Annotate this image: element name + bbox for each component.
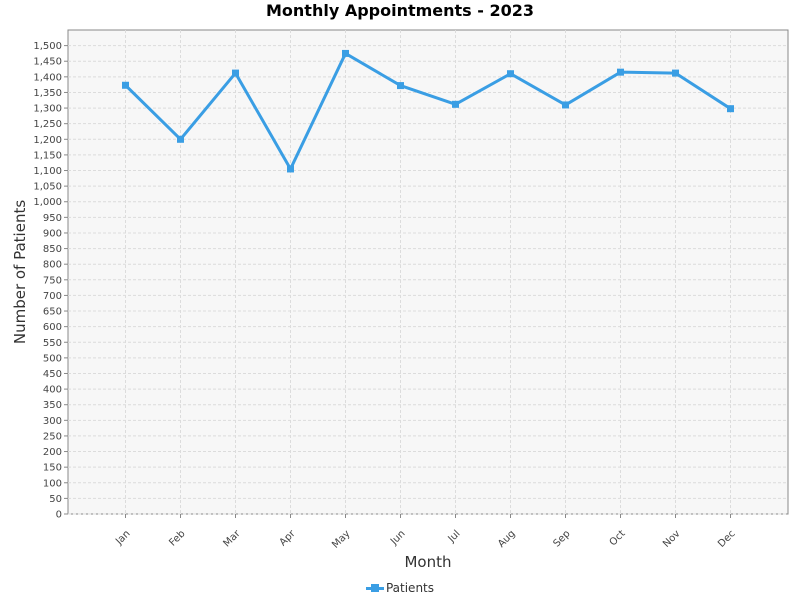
data-point — [727, 105, 734, 113]
y-tick-label: 1,100 — [33, 166, 62, 177]
y-tick-label: 800 — [43, 260, 62, 271]
y-tick-label: 50 — [49, 494, 62, 505]
x-tick-label: Dec — [716, 528, 737, 549]
y-tick-label: 750 — [43, 275, 62, 286]
y-tick-label: 1,050 — [33, 182, 62, 193]
y-tick-label: 1,000 — [33, 197, 62, 208]
data-point — [232, 69, 239, 77]
legend-label: Patients — [385, 581, 435, 595]
y-tick-label: 1,500 — [33, 41, 62, 52]
y-tick-label: 1,150 — [33, 150, 62, 161]
x-tick-label: May — [330, 528, 352, 550]
data-point — [177, 135, 184, 143]
x-tick-label: Jul — [446, 528, 463, 545]
y-tick-label: 1,450 — [33, 57, 62, 68]
y-tick-label: 300 — [43, 416, 62, 427]
x-tick-label: Oct — [608, 528, 628, 548]
y-tick-label: 350 — [43, 400, 62, 411]
x-axis-label: Month — [404, 553, 451, 571]
chart-title: Monthly Appointments - 2023 — [265, 1, 535, 20]
y-tick-label: 500 — [43, 353, 62, 364]
data-point — [672, 69, 679, 77]
data-point — [617, 68, 624, 76]
legend: Patients — [0, 578, 800, 598]
y-tick-label: 1,400 — [33, 72, 62, 83]
y-tick-label: 400 — [43, 385, 62, 396]
data-point — [562, 101, 569, 109]
data-point — [287, 165, 294, 173]
x-tick-label: Sep — [552, 528, 573, 549]
y-tick-label: 1,250 — [33, 119, 62, 130]
y-tick-label: 900 — [43, 228, 62, 239]
y-tick-label: 1,300 — [33, 104, 62, 115]
y-tick-label: 0 — [56, 510, 62, 521]
y-tick-label: 200 — [43, 447, 62, 458]
x-tick-label: Jan — [113, 528, 132, 547]
x-tick-label: Mar — [221, 528, 243, 550]
y-tick-label: 100 — [43, 478, 62, 489]
y-tick-label: 450 — [43, 369, 62, 380]
y-tick-label: 950 — [43, 213, 62, 224]
y-tick-label: 650 — [43, 307, 62, 318]
x-tick-label: Feb — [167, 528, 187, 548]
y-tick-label: 550 — [43, 338, 62, 349]
x-tick-label: Nov — [661, 528, 683, 550]
x-tick-label: Apr — [278, 528, 299, 549]
y-tick-label: 850 — [43, 244, 62, 255]
data-point — [397, 82, 404, 90]
y-axis-label: Number of Patients — [11, 200, 29, 344]
y-tick-label: 1,200 — [33, 135, 62, 146]
legend-swatch — [365, 582, 384, 594]
series-line — [124, 51, 732, 171]
y-tick-label: 1,350 — [33, 88, 62, 99]
data-point — [342, 49, 349, 57]
data-point — [507, 70, 514, 78]
y-tick-label: 250 — [43, 431, 62, 442]
y-tick-label: 150 — [43, 463, 62, 474]
y-tick-label: 700 — [43, 291, 62, 302]
data-point — [452, 100, 459, 108]
x-tick-label: Aug — [496, 528, 518, 550]
data-point — [122, 81, 129, 89]
y-tick-label: 600 — [43, 322, 62, 333]
x-tick-label: Jun — [388, 528, 408, 548]
plot-area — [67, 29, 789, 515]
